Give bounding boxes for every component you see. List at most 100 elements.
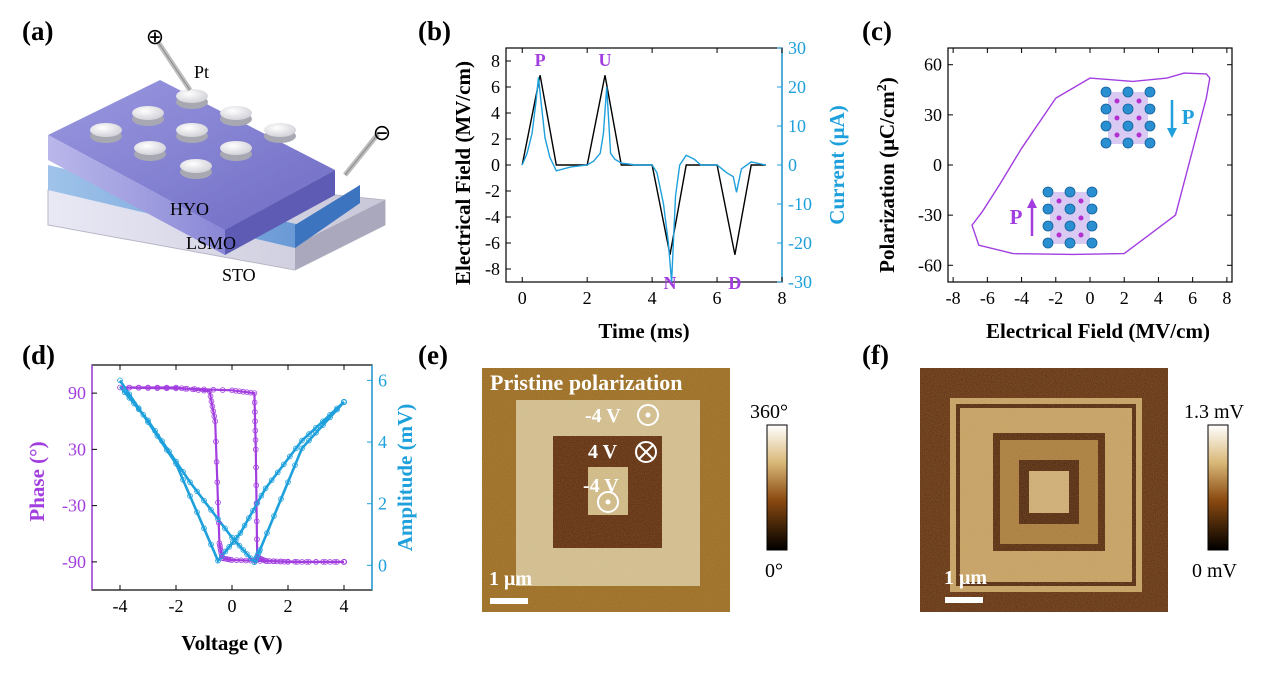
phase-point [218, 550, 225, 556]
phase-point [173, 384, 179, 391]
colorbar-f [1207, 424, 1229, 551]
pulse-label-N: N [663, 273, 676, 293]
y2-tick-label-b: -10 [788, 194, 812, 214]
phase-point [264, 558, 270, 564]
x-tick-label-c: -4 [1014, 288, 1029, 308]
amplitude-point [264, 530, 270, 536]
amplitude-point [117, 377, 123, 384]
cation-atom [1042, 220, 1054, 232]
cation-atom [1086, 186, 1098, 198]
pristine-polarization-title: Pristine polarization [490, 370, 682, 395]
x-tick-label-c: 2 [1120, 288, 1129, 308]
phase-point [331, 559, 338, 565]
amplitude-point [154, 433, 161, 439]
x-tick-label-c: 8 [1222, 288, 1231, 308]
oxygen-atom [1056, 215, 1062, 221]
y2-axis-label-b: Current (μA) [825, 105, 849, 224]
amplitude-point [194, 488, 200, 495]
amplitude-point [215, 557, 221, 564]
y-tick-label-b: 0 [491, 155, 500, 175]
x-tick-label-c: -2 [1048, 288, 1063, 308]
into-plane-cross-icon [635, 441, 657, 463]
y-tick-label-b: 4 [491, 103, 500, 123]
oxygen-atom [1136, 98, 1142, 104]
amplitude-point [258, 492, 265, 499]
cation-atom [1086, 237, 1098, 249]
cation-atom [1144, 103, 1156, 115]
amplitude-point [306, 431, 312, 437]
amplitude-point [222, 548, 229, 555]
amplitude-point [131, 400, 137, 407]
amplitude-point [280, 461, 287, 468]
amplitude-point [226, 544, 233, 550]
amplitude-point [233, 534, 240, 541]
phase-point [253, 482, 260, 489]
y-axis-label-b: Electrical Field (MV/cm) [451, 61, 475, 285]
phase-point [210, 386, 217, 393]
y-axis-label-d: Phase (°) [25, 441, 49, 521]
phase-point [327, 559, 333, 565]
cation-atom [1100, 103, 1112, 115]
cation-atom [1086, 203, 1098, 215]
phase-point [262, 558, 269, 564]
annot-outer-voltage: -4 V [585, 405, 621, 427]
phase-point [214, 479, 221, 485]
amplitude-point [293, 445, 299, 452]
scale-bar-label-f: 1 μm [944, 567, 987, 589]
phase-point [213, 459, 220, 465]
amplitude-point [327, 412, 333, 418]
phase-point [195, 387, 202, 393]
phase-point [154, 385, 161, 391]
cation-atom [1100, 120, 1112, 132]
amplitude-point [278, 496, 284, 502]
phase-point [163, 385, 170, 392]
amplitude-point [241, 522, 248, 529]
phase-point [191, 386, 198, 392]
amplitude-point [313, 430, 319, 436]
panel-a: (a) [0, 0, 420, 320]
phase-point [135, 384, 142, 391]
amplitude-point [334, 405, 340, 412]
phase-point [251, 390, 258, 396]
phase-point [117, 384, 123, 391]
scale-bar-f [945, 597, 983, 603]
unit-cell [1108, 92, 1148, 144]
cation-atom [1064, 203, 1076, 215]
phase-point [259, 556, 266, 563]
amplitude-point [163, 446, 170, 453]
oxygen-atom [1114, 98, 1120, 104]
x-tick-label-d: -4 [113, 596, 128, 616]
oxygen-atom [1056, 198, 1062, 204]
phase-point [207, 393, 214, 400]
pulse-label-D: D [728, 273, 741, 293]
phase-point [255, 555, 262, 561]
cation-atom [1144, 86, 1156, 98]
phase-point [313, 559, 319, 565]
amplitude-point [180, 477, 186, 483]
amplitude-point [187, 479, 193, 485]
x-axis-label-c: Electrical Field (MV/cm) [986, 319, 1210, 343]
phase-point [278, 558, 284, 565]
oxygen-atom [1136, 115, 1142, 121]
amplitude-point [292, 462, 298, 468]
out-of-plane-dot-icon [637, 404, 659, 426]
phase-point [285, 558, 291, 565]
amplitude-point [306, 437, 312, 444]
amplitude-point [274, 469, 281, 476]
phase-point [253, 446, 259, 453]
y2-tick-label-d: 2 [378, 494, 387, 514]
y-tick-label-b: 6 [491, 77, 500, 97]
amplitude-point [268, 477, 275, 484]
phase-point [126, 384, 133, 391]
amplitude-point [327, 414, 333, 421]
arrow-head-down [1167, 128, 1177, 138]
y-tick-label-c: -30 [918, 205, 942, 225]
colorbar-f-min: 0 mV [1192, 560, 1238, 582]
phase-point [273, 558, 280, 565]
amplitude-point [320, 422, 326, 428]
hyo-layer [48, 135, 225, 255]
y-tick-label-c: -60 [918, 255, 942, 275]
amplitude-point [313, 424, 319, 431]
amplitude-point [341, 399, 347, 405]
x-tick-label-c: -6 [980, 288, 995, 308]
